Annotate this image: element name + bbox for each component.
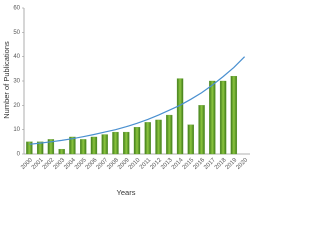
bar xyxy=(176,78,184,155)
y-axis-label: Number of Publications xyxy=(2,41,11,119)
bar xyxy=(230,75,238,155)
x-axis-label: Years xyxy=(117,188,136,197)
bar xyxy=(166,114,173,155)
bar xyxy=(209,80,216,155)
bar xyxy=(101,134,108,155)
bar xyxy=(47,139,55,155)
y-tick-label: 30 xyxy=(13,79,20,85)
y-tick-label: 60 xyxy=(13,6,20,12)
y-tick-label: 10 xyxy=(13,127,20,133)
chart: Years Number of Publications 0 10 20 30 40 50… xyxy=(2,6,250,197)
bar xyxy=(133,127,141,155)
y-tick-label: 20 xyxy=(13,103,20,109)
bar xyxy=(58,148,65,155)
bar xyxy=(198,105,205,155)
bar xyxy=(112,131,119,155)
bar xyxy=(26,141,33,155)
y-tick-label: 40 xyxy=(13,54,20,60)
x-tick-label: 2010 xyxy=(128,157,142,171)
y-tick-label: 0 xyxy=(17,152,21,158)
trend-line xyxy=(29,56,246,145)
bar xyxy=(69,136,76,155)
bar xyxy=(187,124,194,155)
x-tick-label: 2020 xyxy=(235,157,249,171)
bar xyxy=(90,136,98,155)
bar xyxy=(155,119,162,155)
bar xyxy=(123,131,130,155)
bar xyxy=(219,80,227,155)
bar xyxy=(80,139,87,155)
bar xyxy=(144,122,151,155)
y-tick-label: 50 xyxy=(13,30,20,36)
bar xyxy=(36,141,44,155)
